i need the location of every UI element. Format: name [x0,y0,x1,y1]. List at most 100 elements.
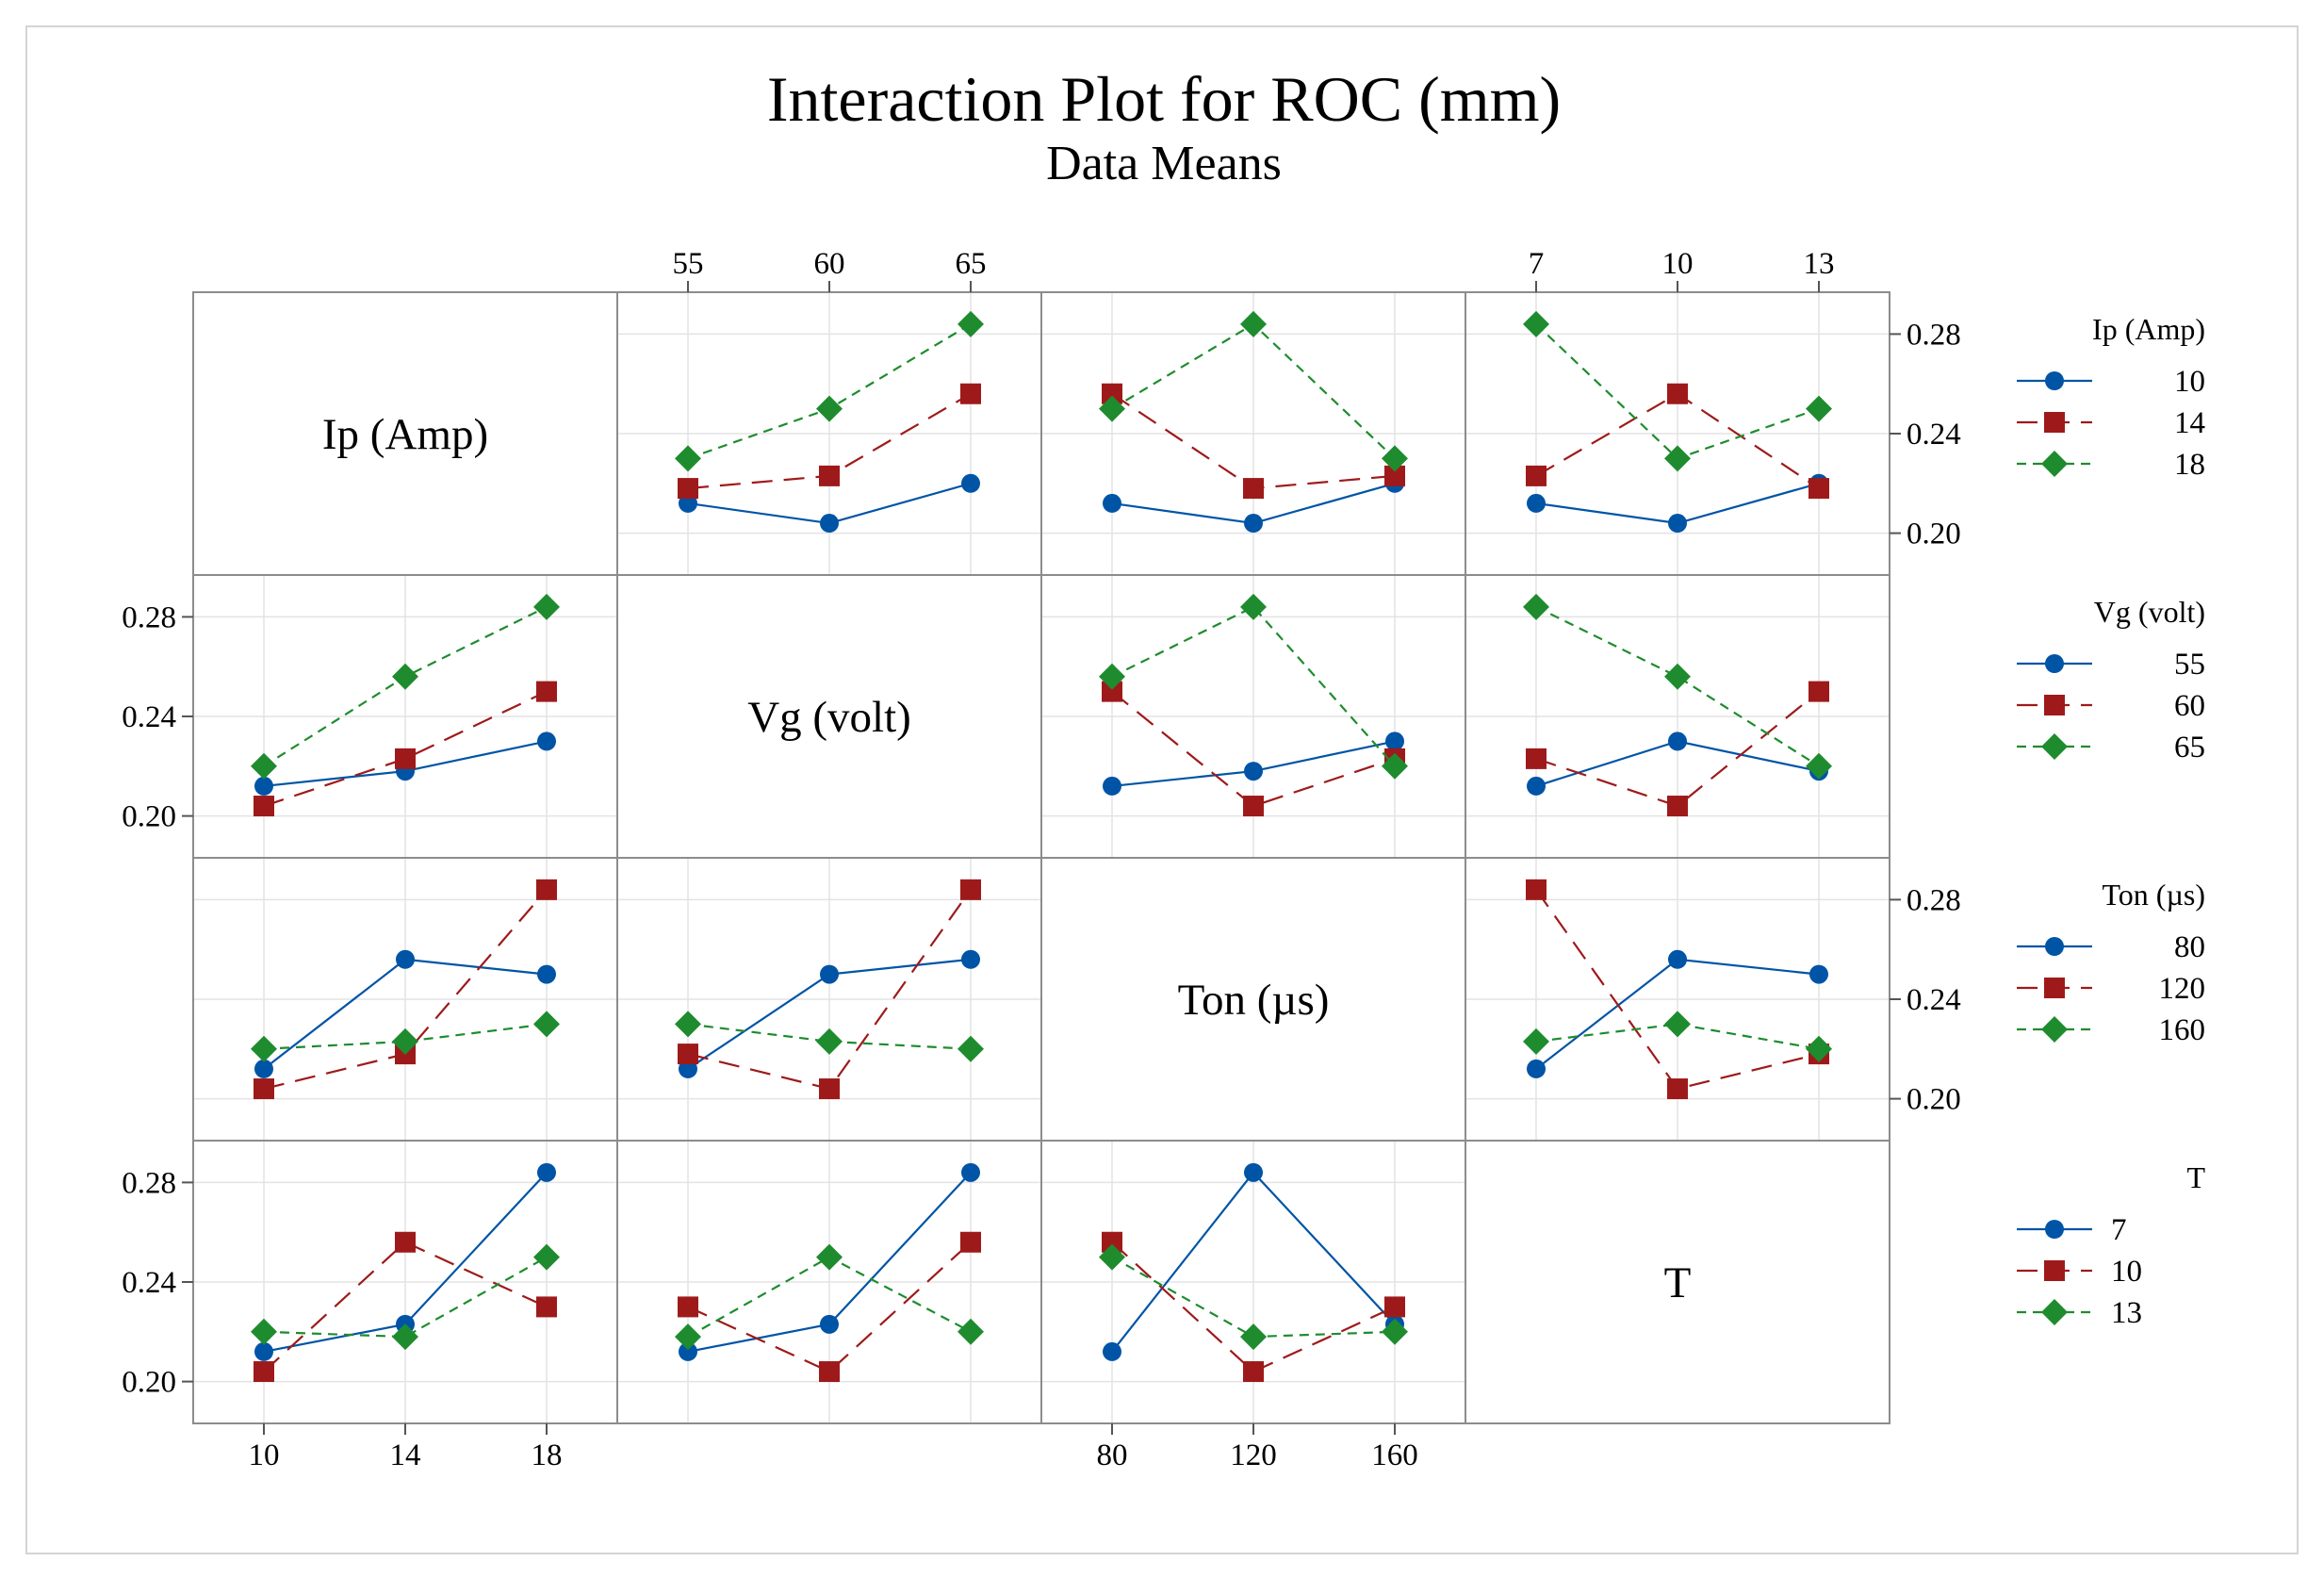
data-point-diamond [1664,445,1691,472]
figure-frame [25,25,2299,1554]
data-point-diamond [251,1318,277,1345]
panel-r0-c2 [1099,310,1408,534]
series-line-1 [263,690,548,808]
data-point-circle [537,964,556,984]
y-tick-label: 0.28 [122,1166,176,1200]
data-point-square [1243,796,1264,817]
legend-item-label: 18 [2174,448,2205,482]
data-point-diamond [1099,1243,1125,1271]
data-point-diamond [675,1011,701,1038]
y-tick-label: 0.28 [122,600,176,634]
panel-layer [251,310,1832,1383]
factor-label: T [1664,1258,1692,1307]
legend-marker-square [2044,695,2065,715]
data-point-circle [1244,762,1263,781]
data-point-diamond [1664,663,1691,690]
factor-label: Ton (µs) [1178,976,1330,1025]
data-point-diamond [1240,1323,1267,1351]
factor-label: Ip (Amp) [322,410,488,459]
y-tick-label: 0.24 [122,1266,176,1300]
legend-marker-diamond [2041,1016,2068,1043]
data-point-square [1243,478,1264,500]
data-point-circle [537,1162,556,1182]
y-tick-label: 0.28 [1907,318,1961,352]
data-point-diamond [816,395,843,422]
data-point-diamond [392,663,418,690]
data-point-diamond [675,1323,701,1351]
x-tick-label: 120 [1230,1438,1277,1472]
data-point-circle [1244,1162,1263,1182]
data-point-square [536,879,557,900]
data-point-diamond [957,1035,984,1062]
data-point-square [536,1296,557,1318]
panel-r2-c0 [251,879,560,1100]
panel-r3-c1 [675,1162,984,1383]
series-line-2 [1535,605,1820,767]
data-point-circle [254,1341,273,1361]
chart-subtitle: Data Means [1046,137,1282,190]
legend-marker-square [2044,978,2065,998]
legend-item-label: 10 [2111,1255,2142,1289]
data-point-circle [1809,964,1828,984]
data-point-circle [254,776,273,796]
x-tick-label: 60 [814,247,845,281]
data-point-square [1667,796,1688,817]
data-point-diamond [816,1027,843,1055]
data-point-square [960,1231,981,1253]
data-point-square [1102,681,1122,702]
data-point-circle [961,1162,980,1182]
legend-item-label: 13 [2111,1296,2142,1330]
legend-marker-circle [2045,654,2064,673]
data-point-diamond [1806,1035,1832,1062]
data-point-square [678,1296,698,1318]
data-point-square [1243,1361,1264,1383]
data-point-circle [961,473,980,493]
x-tick-label: 80 [1097,1438,1128,1472]
series-line-1 [687,1241,972,1373]
data-point-square [819,465,840,486]
data-point-square [1526,879,1547,900]
data-point-diamond [1806,752,1832,780]
data-point-circle [254,1059,273,1078]
x-tick-label: 18 [532,1438,563,1472]
data-point-square [1808,681,1829,702]
panel-r3-c2 [1099,1162,1408,1383]
data-point-diamond [251,752,277,780]
data-point-square [960,879,981,900]
data-point-circle [537,731,556,751]
data-point-circle [1103,776,1121,796]
data-point-circle [961,949,980,969]
data-point-square [1667,383,1688,404]
data-point-diamond [1240,310,1267,337]
legend-marker-square [2044,412,2065,433]
legend-item-label: 55 [2174,648,2205,682]
data-point-square [678,478,698,500]
x-tick-label: 13 [1804,247,1835,281]
data-point-circle [679,1341,697,1361]
data-point-square [1808,478,1829,500]
data-point-diamond [675,445,701,472]
panel-r3-c0 [251,1162,560,1383]
legend-item-label: 120 [2159,972,2206,1006]
data-point-circle [1668,949,1687,969]
data-point-diamond [533,593,560,620]
legend-layer: Ip (Amp) 10 14 18 Vg (volt) 55 60 65 Ton (µs) 80 1… [2017,312,2205,1330]
data-point-diamond [1664,1011,1691,1038]
data-point-square [536,681,557,702]
legend-item-label: 14 [2174,406,2205,440]
y-tick-label: 0.28 [1907,883,1961,917]
data-point-circle [1668,731,1687,751]
legend-marker-circle [2045,1220,2064,1239]
data-point-square [1102,383,1122,404]
x-tick-label: 7 [1529,247,1545,281]
data-point-diamond [1382,1318,1408,1345]
x-tick-label: 10 [1662,247,1694,281]
legend-item-label: 160 [2159,1013,2206,1047]
data-point-circle [820,514,839,534]
data-point-diamond [1523,593,1549,620]
data-point-diamond [1240,593,1267,620]
data-point-square [678,1044,698,1065]
data-point-square [819,1078,840,1100]
data-point-diamond [392,1027,418,1055]
legend-item-label: 80 [2174,930,2205,964]
